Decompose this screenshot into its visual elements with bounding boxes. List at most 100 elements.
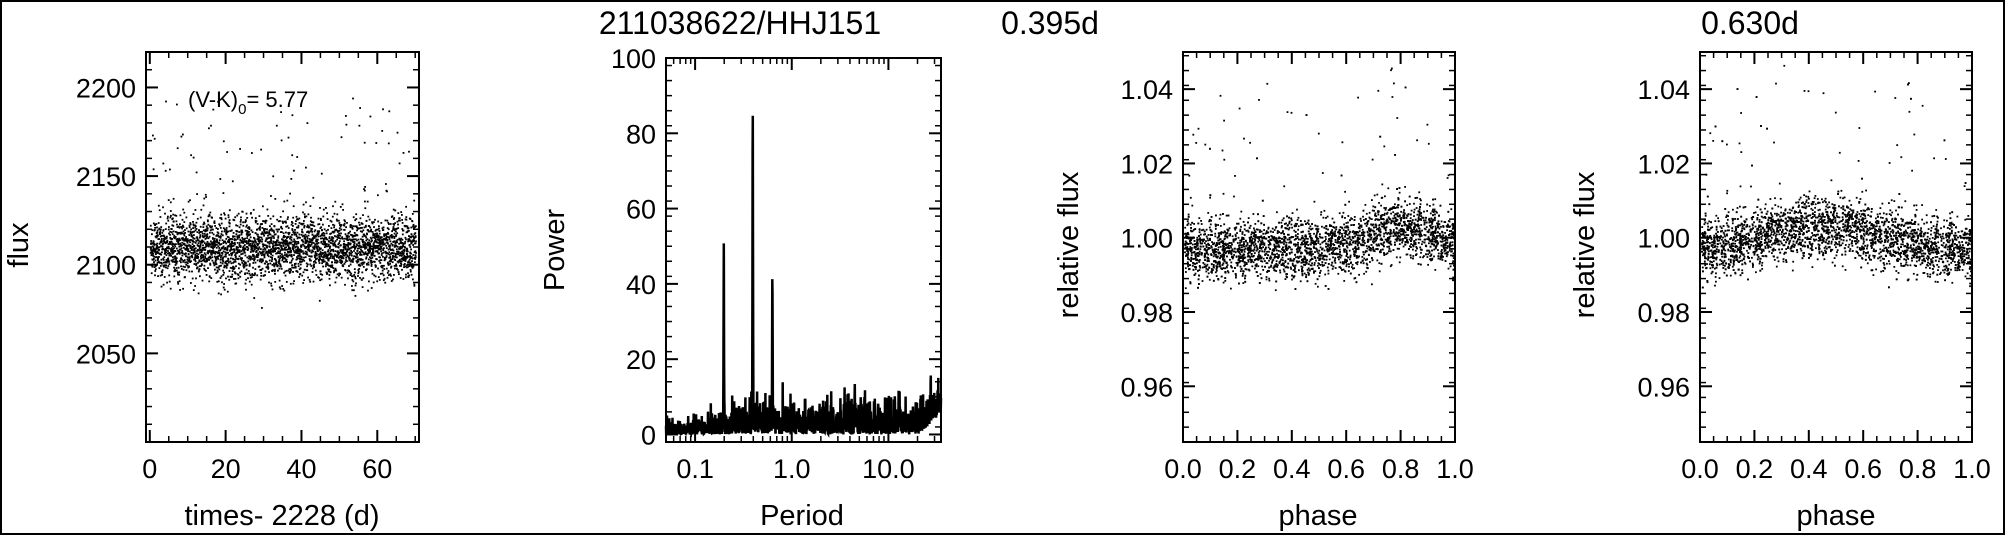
light-curve-point [232, 244, 235, 247]
light-curve-point [386, 252, 389, 255]
light-curve-point [399, 247, 402, 250]
light-curve-point [321, 273, 324, 276]
light-curve-point [240, 258, 242, 261]
phase-fold-1-point [1321, 225, 1323, 228]
light-curve-point [246, 242, 248, 245]
light-curve-point [324, 260, 326, 263]
light-curve-point [272, 244, 275, 247]
light-curve-point [304, 233, 307, 236]
light-curve-point [277, 256, 280, 259]
light-curve-point [194, 209, 197, 211]
light-curve-point [264, 240, 267, 242]
light-curve-point [359, 107, 361, 109]
light-curve-point [395, 263, 397, 266]
light-curve-point [334, 267, 337, 270]
light-curve-point [201, 249, 204, 252]
light-curve-point [289, 237, 291, 240]
light-curve-point [169, 230, 172, 233]
light-curve-point [382, 108, 384, 111]
light-curve-point [197, 270, 200, 273]
light-curve-point [153, 244, 156, 246]
phase-fold-1-point [1279, 239, 1281, 242]
light-curve-point [245, 212, 248, 215]
light-curve-point [271, 258, 274, 261]
phase-fold-1-point [1385, 240, 1388, 243]
light-curve-point [223, 212, 225, 215]
light-curve-point [329, 219, 332, 222]
light-curve-point [285, 258, 288, 261]
light-curve-point [253, 248, 256, 251]
light-curve-point [379, 262, 382, 264]
phase-fold-1-point [1375, 232, 1377, 235]
light-curve-point [256, 256, 259, 258]
light-curve-point [227, 230, 230, 233]
light-curve-point [345, 123, 348, 126]
light-curve-point [225, 265, 228, 267]
light-curve-point [292, 266, 295, 269]
light-curve-point [335, 245, 337, 248]
light-curve-point [315, 238, 318, 241]
light-curve-point [259, 260, 261, 263]
phase-fold-1-point [1194, 272, 1197, 275]
light-curve-point [292, 247, 295, 250]
light-curve-point [284, 274, 287, 277]
light-curve-point [333, 241, 336, 244]
light-curve-point [233, 219, 236, 222]
light-curve-point [308, 258, 311, 260]
light-curve-point [211, 246, 214, 249]
phase-fold-1-point [1450, 254, 1452, 257]
light-curve-point [254, 244, 256, 247]
light-curve-point [201, 256, 203, 259]
light-curve-point [156, 250, 159, 253]
light-curve-point [227, 240, 229, 243]
light-curve-point [227, 261, 230, 264]
light-curve-point [189, 232, 192, 235]
light-curve-point [404, 260, 407, 262]
light-curve-point [253, 237, 256, 240]
light-curve-point [198, 229, 200, 232]
light-curve-point [393, 274, 395, 276]
light-curve-point [217, 266, 220, 269]
light-curve-point [176, 223, 178, 226]
phase-fold-1-point [1378, 233, 1381, 236]
light-curve-point [350, 272, 353, 275]
light-curve-point [170, 231, 173, 234]
phase-fold-1-point [1200, 253, 1203, 256]
light-curve-point [253, 240, 255, 243]
phase-fold-1-point [1370, 218, 1373, 220]
light-curve-point [251, 243, 254, 245]
light-curve-point [386, 276, 389, 279]
light-curve-point [258, 250, 261, 253]
light-curve-point [377, 235, 380, 237]
light-curve-point [193, 237, 196, 240]
light-curve-point [376, 228, 379, 231]
phase-fold-1-point [1202, 228, 1205, 231]
phase-fold-1-point [1432, 203, 1435, 206]
phase-fold-1-point [1276, 264, 1279, 266]
phase-fold-1-point [1345, 240, 1348, 243]
periodogram-ytick-label: 60 [626, 195, 656, 225]
light-curve-point [333, 271, 335, 274]
light-curve-point [159, 265, 162, 267]
light-curve-point [393, 237, 396, 239]
light-curve-point [329, 253, 331, 256]
light-curve-point [391, 252, 394, 254]
light-curve-point [315, 245, 318, 247]
light-curve-point [400, 252, 403, 255]
light-curve-point [207, 223, 210, 226]
light-curve-point [278, 286, 281, 289]
light-curve-point [405, 266, 408, 269]
phase-fold-1-point [1322, 254, 1324, 257]
phase-fold-1-point [1347, 270, 1350, 272]
light-curve-point [268, 236, 270, 239]
light-curve-point [390, 234, 393, 236]
light-curve-point [357, 275, 359, 277]
light-curve-point [400, 260, 403, 263]
light-curve-point [242, 245, 245, 248]
light-curve-point [357, 238, 360, 241]
phase-fold-1-point [1292, 236, 1295, 238]
light-curve-point [251, 274, 254, 276]
light-curve-point [363, 226, 366, 229]
phase-fold-1-point [1332, 243, 1334, 245]
phase-fold-1-point [1207, 246, 1210, 249]
